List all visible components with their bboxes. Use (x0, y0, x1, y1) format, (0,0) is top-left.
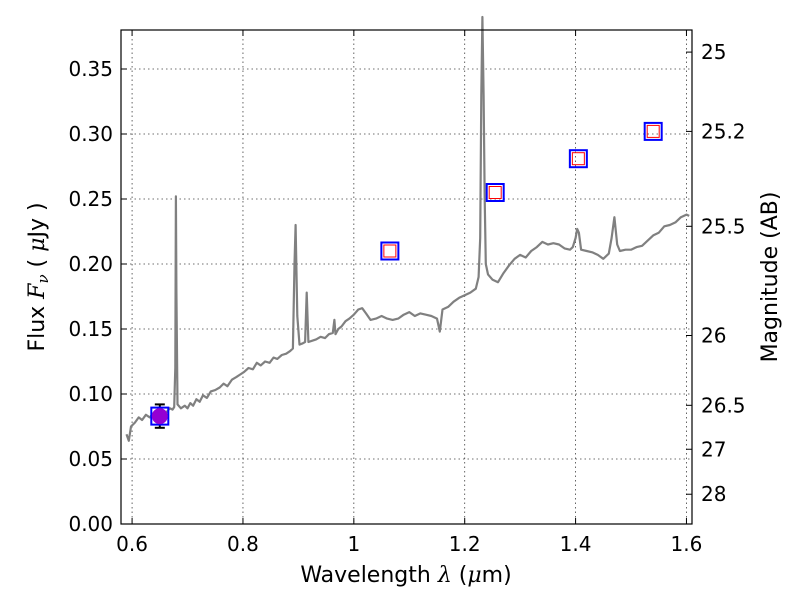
observed-point-square (380, 241, 400, 261)
x-axis-label-unit: m) (482, 563, 512, 588)
y-axis-left: 0.00 0.05 0.10 0.15 0.20 0.25 0.30 0.35 (68, 57, 127, 536)
model-spectrum-line (125, 15, 690, 442)
x-tick-label: 1 (347, 532, 360, 556)
y-tick-label: 0.00 (68, 512, 113, 536)
x-tick-label: 0.8 (227, 532, 259, 556)
x-axis-label: Wavelength λ (μm) (300, 563, 511, 588)
x-tick-label: 1.4 (560, 532, 592, 556)
y2-tick-label: 25.2 (701, 119, 746, 143)
y2-tick-label: 26.5 (701, 393, 746, 417)
x-axis-label-open: ( (452, 563, 468, 588)
y-axis-label-mu: μ (25, 238, 50, 252)
grid (121, 30, 692, 524)
y-axis-right: 25 25.2 25.5 26 26.5 27 28 (686, 40, 746, 506)
x-tick-label: 0.6 (116, 532, 148, 556)
y-axis-label-nu: ν (34, 274, 52, 283)
x-axis-label-mu: μ (467, 563, 481, 588)
plot-area (125, 15, 690, 442)
model-point-square (646, 124, 660, 138)
y-tick-label: 0.10 (68, 382, 113, 406)
y2-tick-label: 25 (701, 40, 726, 64)
y-axis-label-f: F (25, 283, 50, 300)
y-tick-label: 0.25 (68, 187, 113, 211)
y-tick-label: 0.35 (68, 57, 113, 81)
x-tick-label: 1.2 (449, 532, 481, 556)
y-tick-label: 0.30 (68, 122, 113, 146)
model-point-square (488, 186, 502, 199)
y2-tick-label: 25.5 (701, 214, 746, 238)
y-axis-label-open: ( (25, 252, 50, 275)
y2-tick-label: 28 (701, 482, 726, 506)
x-tick-label: 1.6 (671, 532, 703, 556)
y-axis-label-unit: Jy ) (25, 202, 50, 239)
plot-frame (120, 29, 693, 525)
model-point-square (383, 244, 397, 258)
observed-point-square (485, 183, 505, 202)
y-axis-label-text: Flux (25, 299, 50, 352)
observed-point-square (643, 121, 663, 141)
y-tick-label: 0.15 (68, 317, 113, 341)
y-axis-label: Flux Fν ( μJy ) (25, 202, 52, 351)
y2-tick-label: 26 (701, 324, 726, 348)
model-point-square (571, 152, 585, 166)
x-axis: 0.6 0.8 1 1.2 1.4 1.6 (116, 30, 702, 556)
x-axis-label-lambda: λ (437, 563, 452, 588)
observed-point-square (150, 406, 170, 426)
y2-axis-label: Magnitude (AB) (758, 192, 783, 363)
x-axis-label-text: Wavelength (300, 563, 438, 588)
observed-point-circle (151, 408, 168, 425)
y2-tick-label: 27 (701, 437, 726, 461)
y-tick-label: 0.20 (68, 252, 113, 276)
y-tick-label: 0.05 (68, 447, 113, 471)
observed-point-square (568, 149, 588, 169)
